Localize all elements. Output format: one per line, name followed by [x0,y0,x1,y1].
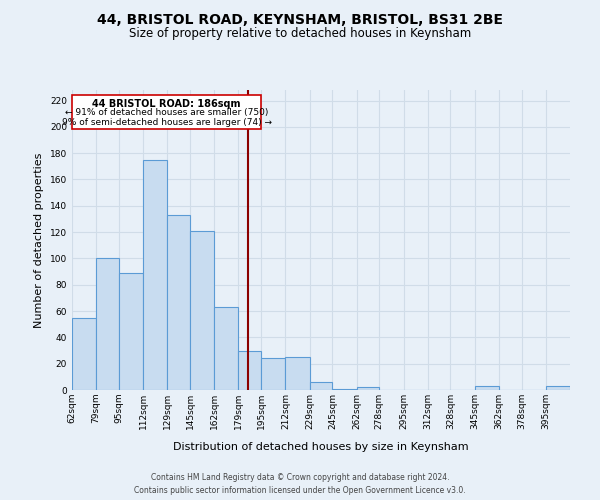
Text: 44 BRISTOL ROAD: 186sqm: 44 BRISTOL ROAD: 186sqm [92,98,241,108]
Text: Contains public sector information licensed under the Open Government Licence v3: Contains public sector information licen… [134,486,466,495]
Text: Size of property relative to detached houses in Keynsham: Size of property relative to detached ho… [129,28,471,40]
Bar [167,215,190,390]
FancyBboxPatch shape [72,96,261,130]
Bar [310,382,332,390]
Bar [238,350,261,390]
Bar [119,273,143,390]
Bar [72,318,96,390]
Text: Distribution of detached houses by size in Keynsham: Distribution of detached houses by size … [173,442,469,452]
Bar [214,307,238,390]
Bar [96,258,119,390]
Bar [286,357,310,390]
Text: 9% of semi-detached houses are larger (74) →: 9% of semi-detached houses are larger (7… [62,118,272,127]
Bar [475,386,499,390]
Bar [546,386,570,390]
Text: 44, BRISTOL ROAD, KEYNSHAM, BRISTOL, BS31 2BE: 44, BRISTOL ROAD, KEYNSHAM, BRISTOL, BS3… [97,12,503,26]
Bar [261,358,286,390]
Y-axis label: Number of detached properties: Number of detached properties [34,152,44,328]
Bar [190,231,214,390]
Bar [143,160,167,390]
Text: Contains HM Land Registry data © Crown copyright and database right 2024.: Contains HM Land Registry data © Crown c… [151,472,449,482]
Text: ← 91% of detached houses are smaller (750): ← 91% of detached houses are smaller (75… [65,108,268,118]
Bar [356,388,379,390]
Bar [332,388,356,390]
